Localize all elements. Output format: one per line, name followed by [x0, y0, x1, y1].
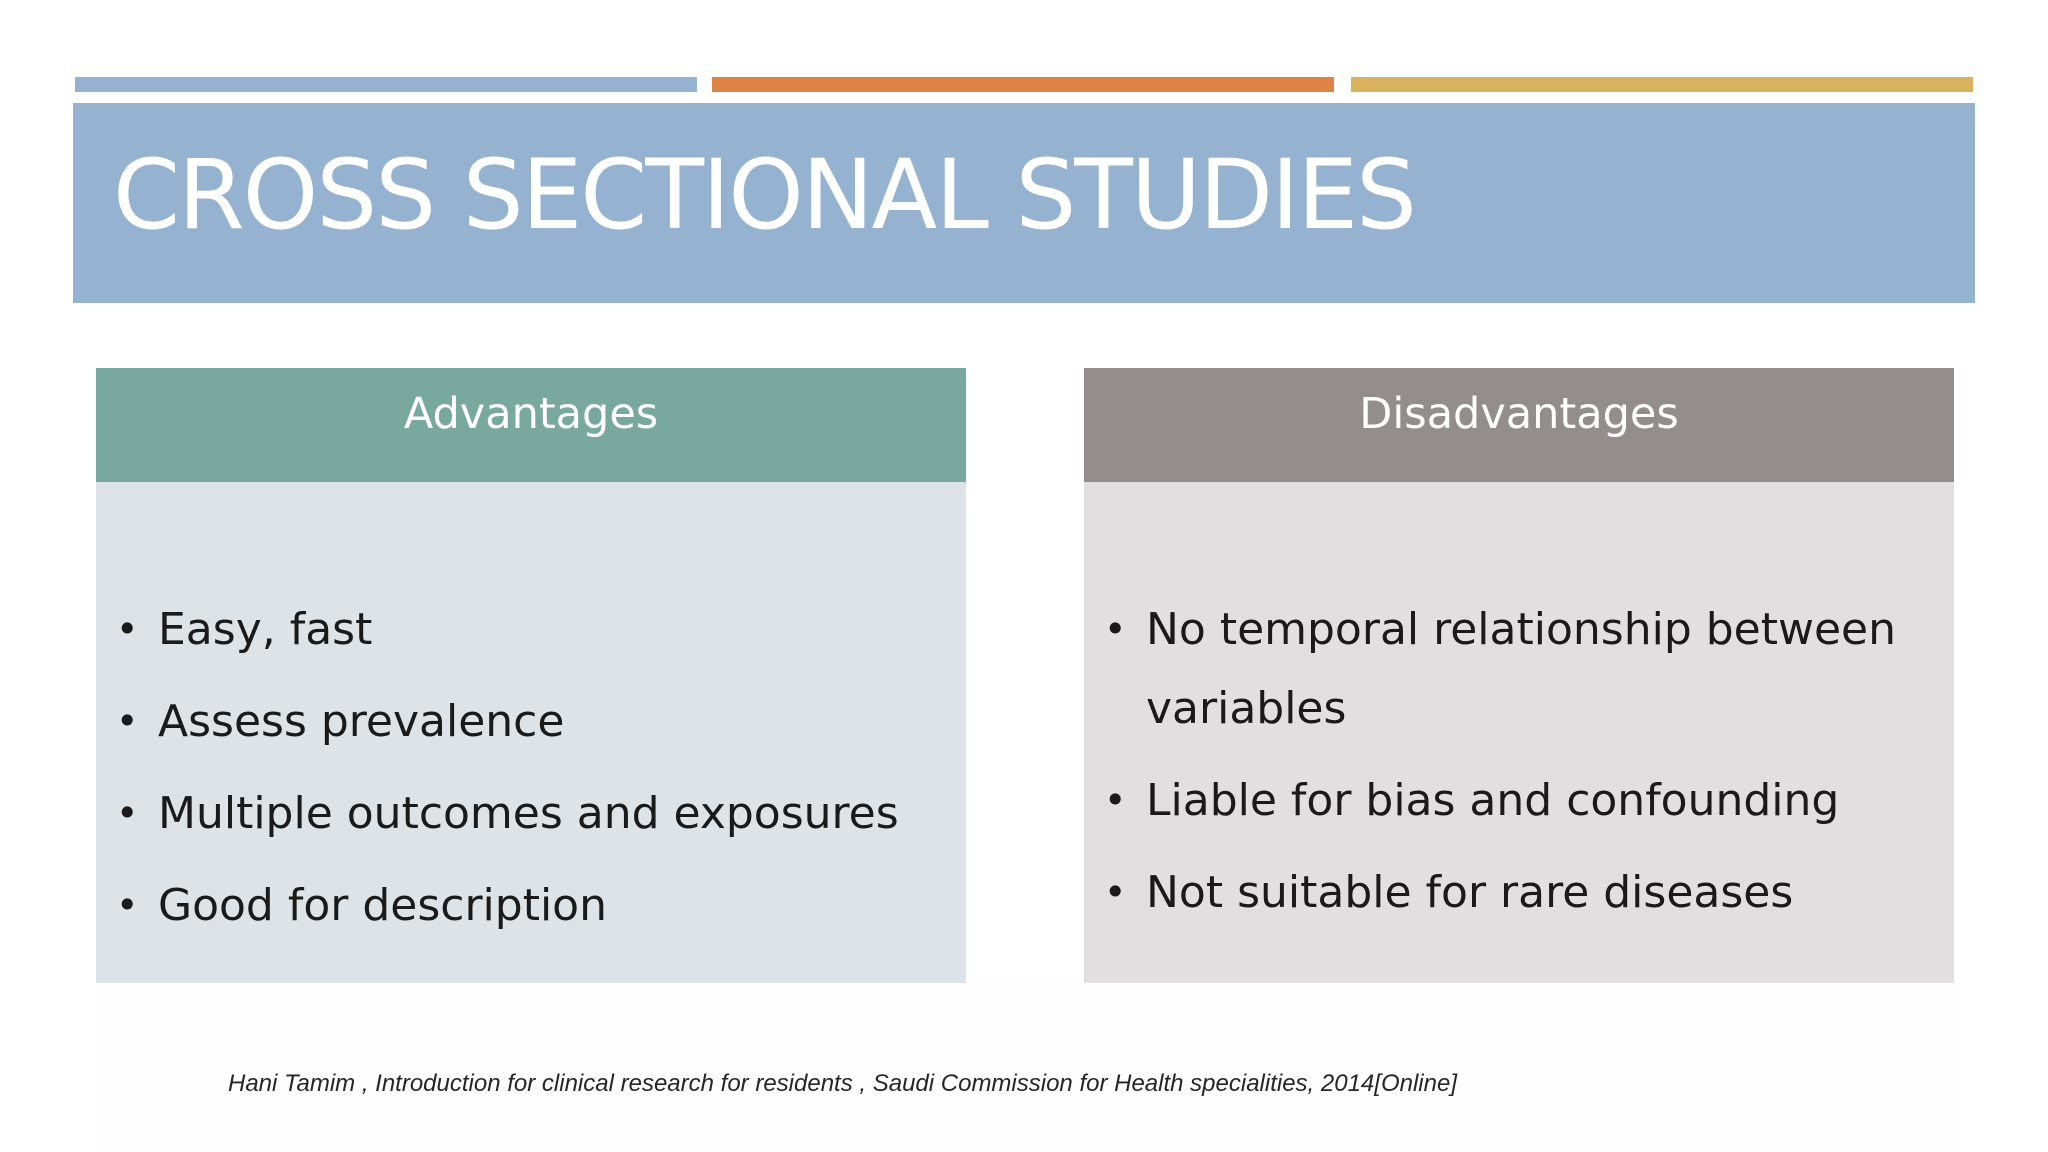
title-band: CROSS SECTIONAL STUDIES [73, 103, 1975, 303]
advantage-text: Multiple outcomes and exposures [158, 788, 899, 839]
disadvantages-body: • No temporal relationship between variab… [1084, 482, 1954, 983]
bullet-icon: • [116, 791, 139, 835]
bullet-icon: • [116, 607, 139, 651]
bullet-icon: • [1104, 870, 1127, 914]
advantages-heading: Advantages [96, 368, 966, 482]
disadvantages-heading: Disadvantages [1084, 368, 1954, 482]
citation: Hani Tamim , Introduction for clinical r… [228, 1070, 1457, 1097]
bullet-icon: • [1104, 607, 1127, 651]
list-item: • Not suitable for rare diseases [1104, 853, 1924, 932]
list-item: • Multiple outcomes and exposures [116, 774, 936, 853]
advantage-text: Assess prevalence [158, 696, 565, 747]
accent-bar-orange [712, 77, 1334, 92]
advantages-body: • Easy, fast • Assess prevalence • Multiple… [96, 482, 966, 983]
advantages-panel: Advantages • Easy, fast • Assess prevalenc… [96, 368, 966, 983]
list-item: • Good for description [116, 866, 936, 945]
slide-title: CROSS SECTIONAL STUDIES [113, 139, 1417, 251]
disadvantages-panel: Disadvantages • No temporal relationship … [1084, 368, 1954, 983]
list-item: • Liable for bias and confounding [1104, 761, 1924, 840]
footer-area [96, 983, 1954, 1152]
disadvantages-list: • No temporal relationship between variab… [1084, 590, 1954, 932]
list-item: • No temporal relationship between variab… [1104, 590, 1924, 748]
accent-bar-gold [1351, 77, 1973, 92]
disadvantage-text: No temporal relationship between variabl… [1146, 604, 1896, 734]
accent-bar-blue [75, 77, 697, 92]
bullet-icon: • [116, 699, 139, 743]
disadvantage-text: Not suitable for rare diseases [1146, 867, 1794, 918]
disadvantage-text: Liable for bias and confounding [1146, 775, 1840, 826]
advantages-list: • Easy, fast • Assess prevalence • Multiple… [96, 590, 966, 945]
list-item: • Assess prevalence [116, 682, 936, 761]
advantage-text: Easy, fast [158, 604, 373, 655]
advantage-text: Good for description [158, 880, 607, 931]
bullet-icon: • [1104, 778, 1127, 822]
bullet-icon: • [116, 883, 139, 927]
list-item: • Easy, fast [116, 590, 936, 669]
